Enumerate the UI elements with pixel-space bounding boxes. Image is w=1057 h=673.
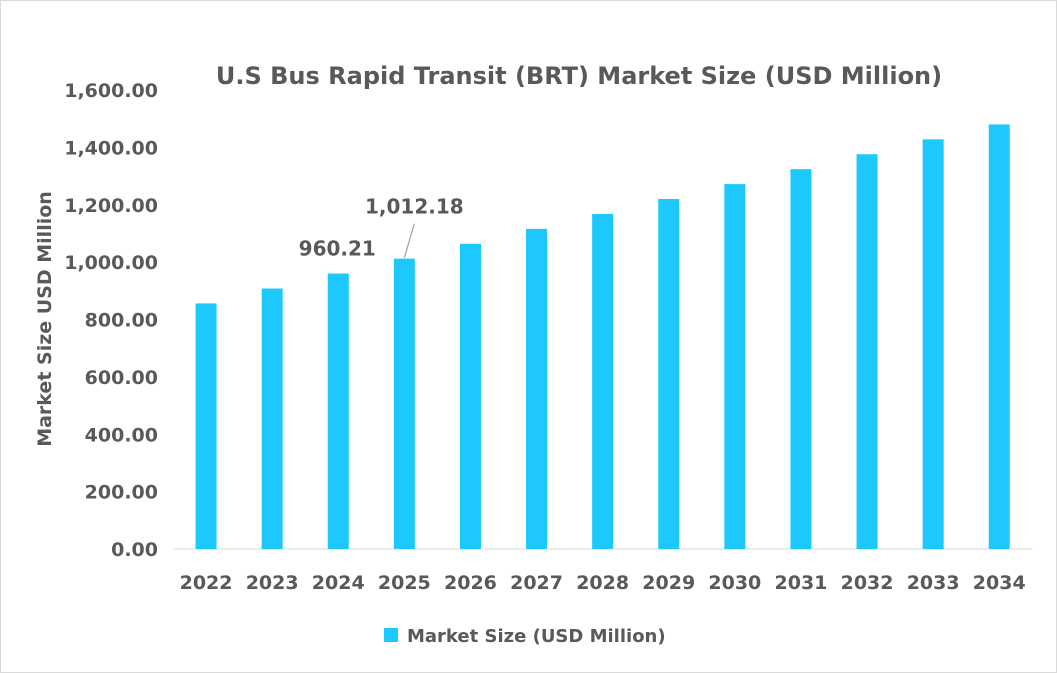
bar-2033 [922,139,944,549]
data-label-leader-line [403,223,415,258]
x-tick-label: 2031 [775,572,828,594]
x-tick-label: 2028 [576,572,629,594]
bar-2025 [393,258,415,549]
y-axis-label: Market Size USD Million [34,191,56,447]
y-tick-label: 600.00 [85,367,158,389]
x-tick-label: 2027 [510,572,563,594]
y-tick-label: 400.00 [85,424,158,446]
x-tick-label: 2034 [973,572,1026,594]
legend-swatch [384,628,398,642]
bar-2028 [592,213,614,549]
x-tick-label: 2024 [312,572,365,594]
y-tick-label: 1,400.00 [64,137,158,159]
x-tick-label: 2032 [841,572,894,594]
x-tick-label: 2029 [642,572,695,594]
bar-2034 [988,124,1010,550]
x-tick-label: 2025 [378,572,431,594]
data-label: 960.21 [299,237,376,261]
x-tick-label: 2033 [907,572,960,594]
y-tick-label: 1,600.00 [64,80,158,102]
bar-2022 [195,303,217,549]
x-tick-label: 2022 [180,572,233,594]
y-tick-label: 200.00 [85,482,158,504]
bar-2026 [459,243,481,549]
bar-2029 [658,199,680,549]
chart-title: U.S Bus Rapid Transit (BRT) Market Size … [216,62,942,90]
legend-label: Market Size (USD Million) [407,626,666,647]
data-label: 1,012.18 [365,195,464,219]
bar-2024 [327,273,349,549]
legend: Market Size (USD Million) [384,626,666,647]
x-tick-label: 2026 [444,572,497,594]
bar-2030 [724,184,746,549]
y-tick-label: 800.00 [85,310,158,332]
x-tick-label: 2023 [246,572,299,594]
x-tick-label: 2030 [708,572,761,594]
bar-2027 [526,228,548,549]
y-tick-label: 1,000.00 [64,252,158,274]
y-tick-label: 1,200.00 [64,195,158,217]
bar-2031 [790,169,812,550]
y-tick-label: 0.00 [111,539,158,561]
bar-2023 [261,288,283,549]
bar-2032 [856,154,878,549]
